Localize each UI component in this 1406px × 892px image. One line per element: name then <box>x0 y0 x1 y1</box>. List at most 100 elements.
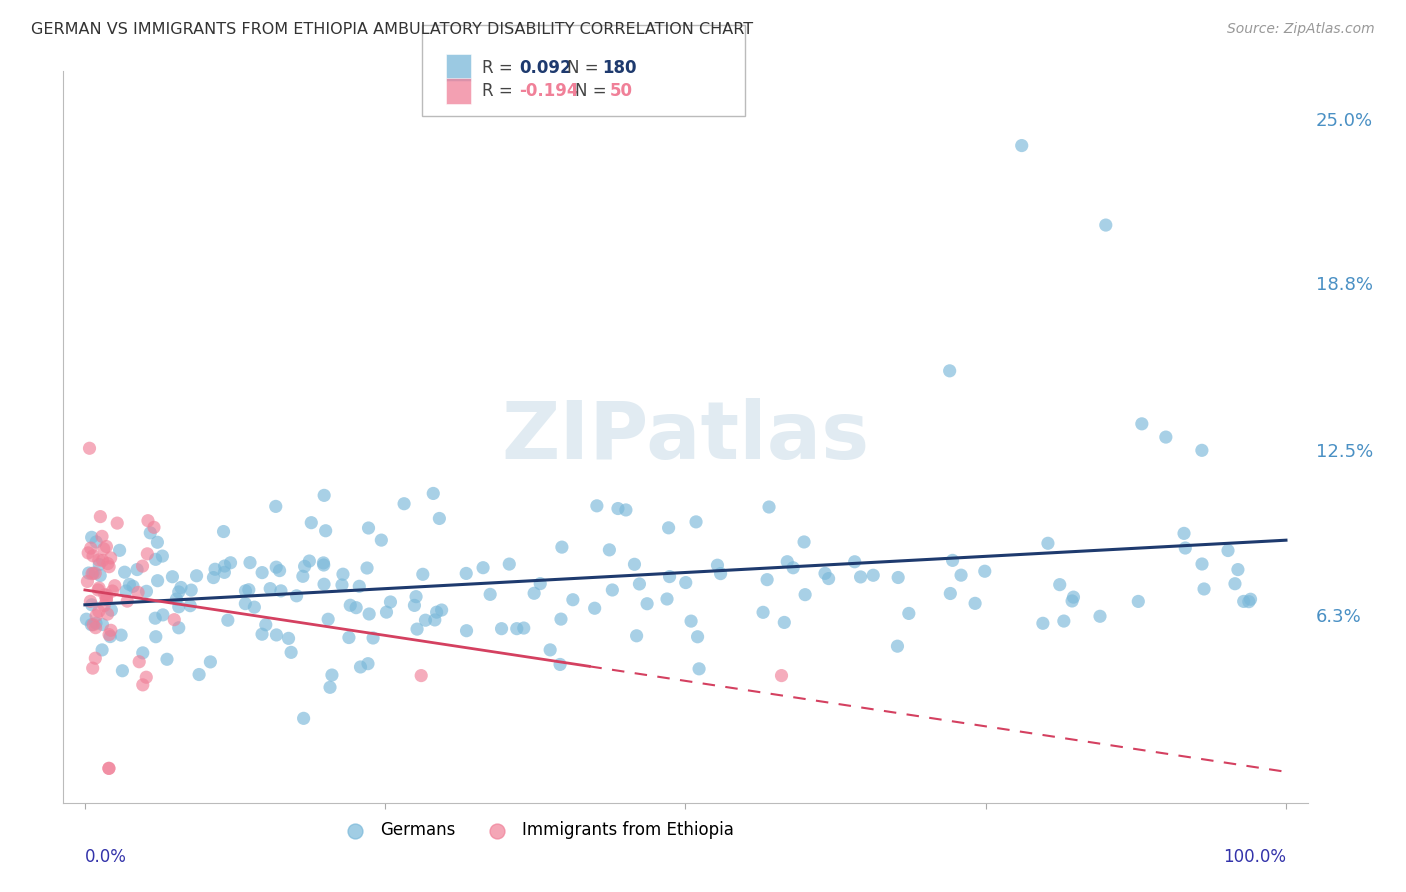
Text: R =: R = <box>482 82 519 100</box>
Point <box>277 632 299 646</box>
Point <box>84 535 107 549</box>
Point <box>529 576 551 591</box>
Point <box>94 588 117 602</box>
Point <box>1223 576 1246 591</box>
Point <box>98 630 121 644</box>
Point <box>214 566 236 580</box>
Point <box>655 592 678 607</box>
Point <box>91 553 114 567</box>
Point <box>233 597 256 611</box>
Point <box>356 561 378 575</box>
Point <box>479 587 502 601</box>
Point <box>344 600 367 615</box>
Point <box>135 670 157 684</box>
Point <box>145 552 167 566</box>
Point <box>862 568 884 582</box>
Point <box>136 547 159 561</box>
Point <box>204 562 226 576</box>
Point <box>658 521 681 535</box>
Point <box>170 581 193 595</box>
Point <box>101 584 124 599</box>
Point <box>98 627 121 641</box>
Point <box>269 564 291 578</box>
Point <box>1191 557 1213 571</box>
Point <box>636 597 658 611</box>
Point <box>100 550 122 565</box>
Point <box>139 525 162 540</box>
Point <box>406 622 429 636</box>
Point <box>938 364 960 378</box>
Point <box>675 575 697 590</box>
Point <box>339 599 361 613</box>
Point <box>96 592 118 607</box>
Point <box>1049 577 1071 591</box>
Point <box>135 584 157 599</box>
Point <box>415 613 437 627</box>
Point <box>688 662 710 676</box>
Point <box>250 627 273 641</box>
Text: R =: R = <box>482 59 519 77</box>
Point <box>162 570 184 584</box>
Point <box>1053 614 1076 628</box>
Point <box>456 624 478 638</box>
Point <box>82 617 104 632</box>
Point <box>658 569 681 583</box>
Point <box>167 599 190 614</box>
Point <box>250 566 273 580</box>
Text: 0.0%: 0.0% <box>84 848 127 866</box>
Point <box>602 582 624 597</box>
Point <box>561 592 583 607</box>
Point <box>89 558 111 572</box>
Point <box>314 488 336 502</box>
Point <box>80 598 103 612</box>
Point <box>349 660 371 674</box>
Point <box>266 628 288 642</box>
Point <box>167 585 190 599</box>
Point <box>375 605 398 619</box>
Point <box>710 566 733 581</box>
Point <box>87 582 110 597</box>
Point <box>939 586 962 600</box>
Point <box>219 556 242 570</box>
Point <box>782 561 804 575</box>
Point <box>706 558 728 573</box>
Point <box>118 577 141 591</box>
Point <box>179 599 201 613</box>
Text: 100.0%: 100.0% <box>1223 848 1286 866</box>
Point <box>79 594 101 608</box>
Point <box>973 564 995 578</box>
Point <box>97 607 120 621</box>
Point <box>506 622 529 636</box>
Point <box>299 516 322 530</box>
Point <box>1011 138 1033 153</box>
Point <box>100 624 122 638</box>
Text: N =: N = <box>567 59 603 77</box>
Point <box>942 553 965 567</box>
Point <box>82 661 104 675</box>
Point <box>259 582 281 596</box>
Point <box>167 621 190 635</box>
Point <box>1094 218 1116 232</box>
Point <box>623 558 645 572</box>
Point <box>122 579 145 593</box>
Point <box>426 605 449 619</box>
Point <box>132 646 155 660</box>
Point <box>89 568 111 582</box>
Point <box>607 501 630 516</box>
Point <box>1233 594 1256 608</box>
Point <box>156 652 179 666</box>
Point <box>1088 609 1111 624</box>
Point <box>97 761 120 775</box>
Point <box>93 599 115 613</box>
Point <box>491 622 513 636</box>
Point <box>357 521 380 535</box>
Point <box>285 589 308 603</box>
Text: GERMAN VS IMMIGRANTS FROM ETHIOPIA AMBULATORY DISABILITY CORRELATION CHART: GERMAN VS IMMIGRANTS FROM ETHIOPIA AMBUL… <box>31 22 754 37</box>
Point <box>128 655 150 669</box>
Point <box>298 554 321 568</box>
Point <box>817 572 839 586</box>
Point <box>404 599 426 613</box>
Point <box>239 556 262 570</box>
Point <box>75 612 97 626</box>
Point <box>235 583 257 598</box>
